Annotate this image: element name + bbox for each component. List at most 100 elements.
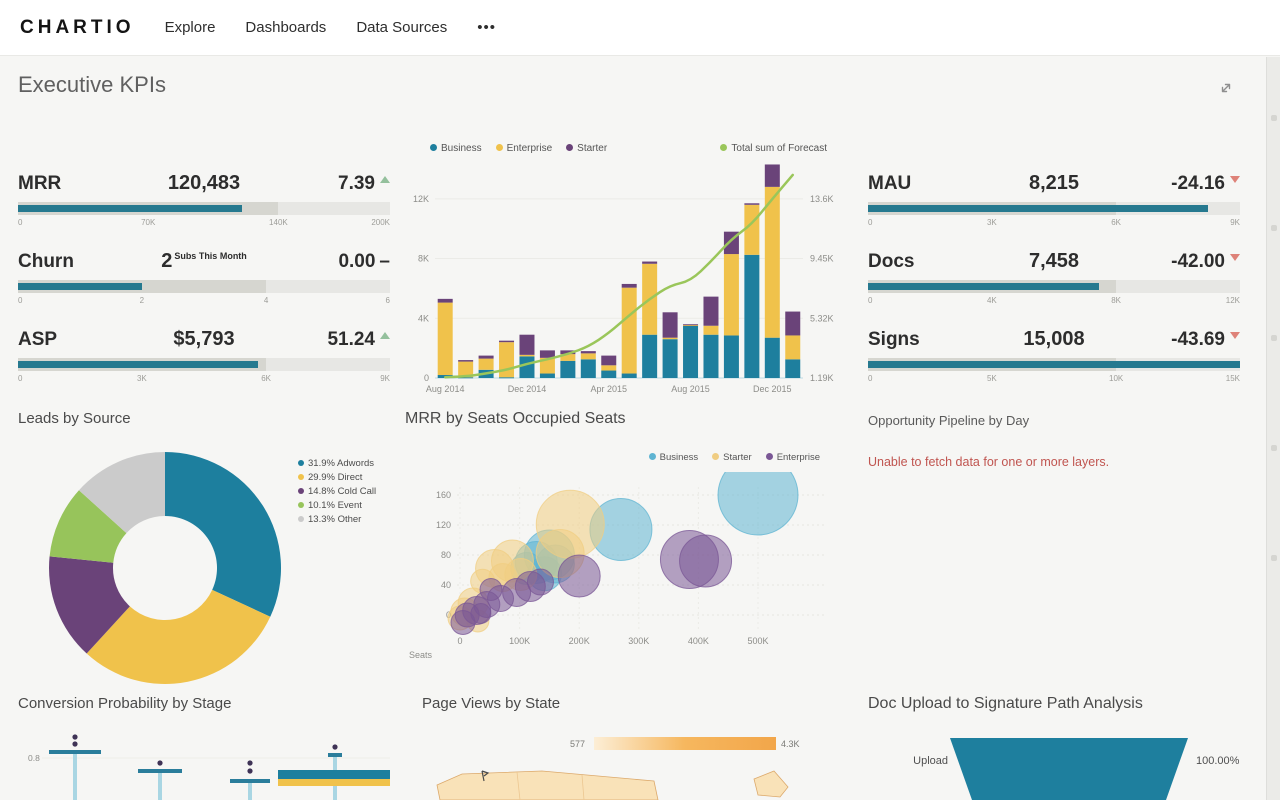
forecast-legend: Total sum of Forecast bbox=[720, 143, 827, 154]
kpi-delta: 51.24 bbox=[266, 329, 390, 351]
kpi-axis: 0 5K 10K 15K bbox=[868, 373, 1240, 385]
legend-dot bbox=[298, 474, 304, 480]
rail-mark bbox=[1271, 115, 1277, 121]
rail-mark bbox=[1271, 445, 1277, 451]
legend-dot bbox=[298, 516, 304, 522]
legend-item-business[interactable]: Business bbox=[430, 143, 482, 154]
kpi-axis: 0 3K 6K 9K bbox=[868, 217, 1240, 229]
kpi-label: MAU bbox=[868, 173, 912, 194]
up-indicator-icon bbox=[380, 176, 390, 183]
kpi-delta: -43.69 bbox=[1116, 329, 1240, 351]
funnel-chart bbox=[950, 738, 1188, 800]
svg-text:4K: 4K bbox=[418, 313, 429, 323]
axis-tick: 3K bbox=[986, 218, 997, 227]
kpi-bullet-track bbox=[868, 202, 1240, 215]
chart-leads-by-source[interactable]: Leads by Source 31.9% Adwords 29.9% Direc… bbox=[18, 410, 390, 692]
legend-item-business[interactable]: Business bbox=[648, 452, 698, 463]
kpi-docs[interactable]: Docs 7,458 -42.00 0 4K 8K 12K bbox=[868, 250, 1240, 314]
funnel-stage-label: Upload bbox=[913, 755, 948, 767]
kpi-axis: 0 4K 8K 12K bbox=[868, 295, 1240, 307]
legend-item-enterprise[interactable]: Enterprise bbox=[765, 452, 820, 463]
kpi-measure-bar bbox=[18, 283, 142, 290]
chart-mrr-by-seats[interactable]: MRR by Seats Occupied Seats Business Star… bbox=[405, 410, 835, 692]
kpi-label: Churn bbox=[18, 251, 74, 272]
svg-text:8K: 8K bbox=[418, 254, 429, 264]
chart-mrr-by-month[interactable]: Business Enterprise Starter Total sum of F… bbox=[405, 135, 835, 403]
donut-legend: 31.9% Adwords 29.9% Direct 14.8% Cold Call… bbox=[298, 458, 376, 528]
chart-opportunity-pipeline[interactable]: Opportunity Pipeline by Day Unable to fe… bbox=[868, 413, 1240, 503]
svg-text:Apr 2015: Apr 2015 bbox=[590, 384, 627, 394]
kpi-head: MRR 120,483 7.39 bbox=[18, 172, 390, 195]
svg-text:400K: 400K bbox=[688, 636, 709, 646]
rail-mark bbox=[1271, 225, 1277, 231]
page-title: Executive KPIs bbox=[18, 72, 166, 97]
kpi-head: Docs 7,458 -42.00 bbox=[868, 250, 1240, 273]
nav-item-data-sources[interactable]: Data Sources bbox=[356, 19, 448, 36]
kpi-value: 7,458 bbox=[1028, 250, 1080, 272]
axis-tick: 0 bbox=[18, 218, 23, 227]
down-indicator-icon bbox=[1230, 254, 1240, 261]
legend-dot bbox=[430, 144, 437, 151]
axis-tick: 6K bbox=[1111, 218, 1122, 227]
kpi-value: 120,483 bbox=[167, 172, 241, 194]
legend-item-forecast[interactable]: Total sum of Forecast bbox=[720, 143, 827, 154]
kpi-delta: -42.00 bbox=[1116, 251, 1240, 273]
donut-legend-item-adwords[interactable]: 31.9% Adwords bbox=[298, 458, 376, 469]
rail-mark bbox=[1271, 335, 1277, 341]
legend-dot bbox=[566, 144, 574, 151]
svg-text:Aug 2014: Aug 2014 bbox=[426, 384, 465, 394]
axis-tick: 4K bbox=[986, 296, 997, 305]
legend-item-starter[interactable]: Starter bbox=[712, 452, 752, 463]
donut-legend-item-cold-call[interactable]: 14.8% Cold Call bbox=[298, 486, 376, 497]
axis-tick: 0 bbox=[868, 374, 873, 383]
kpi-label: Signs bbox=[868, 329, 920, 350]
chartio-logo[interactable]: CHARTIO bbox=[20, 16, 135, 38]
bar-chart-legend: Business Enterprise Starter bbox=[430, 143, 607, 154]
bubble-chart: 160120804000100K200K300K400K500KSeats bbox=[409, 472, 825, 660]
svg-text:Dec 2014: Dec 2014 bbox=[508, 384, 547, 394]
chart-page-views-by-state[interactable]: Page Views by State 577 4.3K bbox=[422, 695, 842, 800]
kpi-mrr[interactable]: MRR 120,483 7.39 0 70K 140K 200K bbox=[18, 172, 390, 236]
legend-item-starter[interactable]: Starter bbox=[566, 143, 607, 154]
kpi-value: 2 Subs This Month bbox=[161, 250, 247, 272]
nav-item-explore[interactable]: Explore bbox=[164, 19, 216, 36]
legend-item-enterprise[interactable]: Enterprise bbox=[495, 143, 552, 154]
donut-legend-item-direct[interactable]: 29.9% Direct bbox=[298, 472, 376, 483]
donut-chart bbox=[49, 452, 281, 684]
kpi-head: Signs 15,008 -43.69 bbox=[868, 328, 1240, 351]
axis-tick: 140K bbox=[269, 218, 288, 227]
legend-dot bbox=[712, 453, 720, 460]
kpi-label: MRR bbox=[18, 173, 62, 194]
nav-item-dashboards[interactable]: Dashboards bbox=[245, 19, 327, 36]
kpi-measure-bar bbox=[868, 361, 1240, 368]
chart-doc-upload-funnel[interactable]: Doc Upload to Signature Path Analysis Up… bbox=[868, 695, 1240, 800]
legend-dot bbox=[765, 453, 773, 460]
donut-legend-item-other[interactable]: 13.3% Other bbox=[298, 514, 376, 525]
scale-min-label: 577 bbox=[570, 739, 586, 749]
axis-tick: 12K bbox=[1225, 296, 1240, 305]
scale-max-label: 4.3K bbox=[781, 739, 800, 749]
rail-mark bbox=[1271, 555, 1277, 561]
kpi-delta: 0.00– bbox=[338, 251, 390, 272]
axis-tick: 9K bbox=[1230, 218, 1240, 227]
kpi-asp[interactable]: ASP $5,793 51.24 0 3K 6K 9K bbox=[18, 328, 390, 392]
kpi-measure-bar bbox=[868, 283, 1100, 290]
boxplot-chart bbox=[42, 734, 390, 800]
svg-text:5.32K: 5.32K bbox=[810, 313, 834, 323]
legend-dot bbox=[648, 453, 656, 460]
chart-conversion-probability[interactable]: Conversion Probability by Stage 0.8 bbox=[18, 695, 390, 800]
expand-dashboard-icon[interactable] bbox=[1218, 80, 1234, 96]
right-side-rail[interactable] bbox=[1266, 57, 1280, 800]
kpi-value: 8,215 bbox=[1028, 172, 1080, 194]
nav-more-menu[interactable]: ••• bbox=[477, 19, 496, 36]
kpi-churn[interactable]: Churn 2 Subs This Month 0.00– 0 2 4 6 bbox=[18, 250, 390, 314]
kpi-mau[interactable]: MAU 8,215 -24.16 0 3K 6K 9K bbox=[868, 172, 1240, 236]
top-navbar: CHARTIO Explore Dashboards Data Sources … bbox=[0, 0, 1280, 56]
donut-legend-item-event[interactable]: 10.1% Event bbox=[298, 500, 376, 511]
kpi-signs[interactable]: Signs 15,008 -43.69 0 5K 10K 15K bbox=[868, 328, 1240, 392]
kpi-bullet-track bbox=[868, 358, 1240, 371]
svg-text:1.19K: 1.19K bbox=[810, 373, 834, 383]
legend-dot bbox=[720, 144, 728, 151]
kpi-measure-bar bbox=[18, 205, 242, 212]
svg-text:80: 80 bbox=[441, 550, 451, 560]
